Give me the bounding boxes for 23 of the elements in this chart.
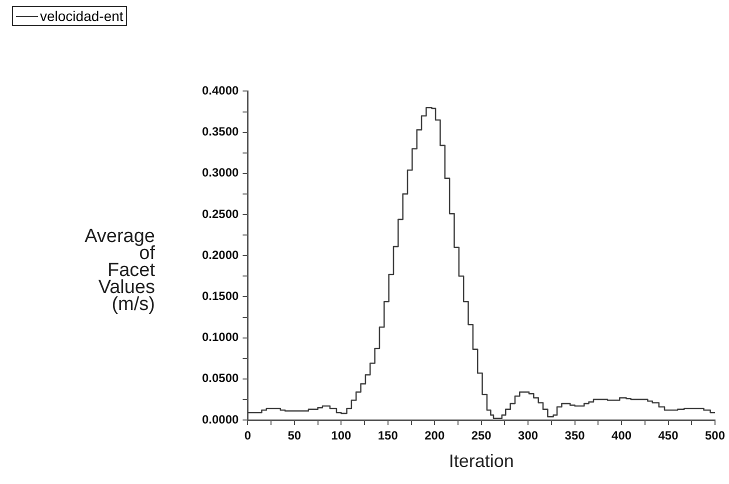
x-tick-label: 150 — [378, 428, 398, 443]
x-tick-label: 500 — [704, 428, 726, 443]
y-tick-label: 0.2500 — [202, 206, 240, 221]
x-tick-label: 300 — [518, 428, 538, 443]
legend-label: velocidad-ent — [40, 7, 124, 25]
y-tick-label: 0.3500 — [202, 124, 240, 139]
x-tick-label: 0 — [244, 428, 252, 443]
y-tick-label: 0.0500 — [202, 371, 240, 386]
x-tick-label: 50 — [288, 428, 302, 443]
x-axis-title: Iteration — [448, 451, 514, 472]
y-tick-label: 0.1000 — [202, 330, 240, 344]
x-tick-label: 350 — [564, 428, 586, 443]
y-tick-label: 0.2000 — [202, 248, 240, 262]
y-axis-title: Average of Facet Values (m/s) — [84, 226, 155, 315]
y-tick-label: 0.4000 — [202, 84, 240, 98]
y-tick-label: 0.0000 — [202, 412, 240, 426]
y-tick-label: 0.3000 — [202, 166, 240, 180]
x-tick-label: 250 — [471, 428, 492, 443]
x-tick-label: 450 — [658, 428, 679, 443]
x-tick-label: 100 — [331, 428, 352, 443]
y-tick-label: 0.1500 — [202, 289, 240, 304]
x-tick-label: 400 — [612, 428, 632, 443]
x-tick-label: 200 — [424, 428, 445, 443]
